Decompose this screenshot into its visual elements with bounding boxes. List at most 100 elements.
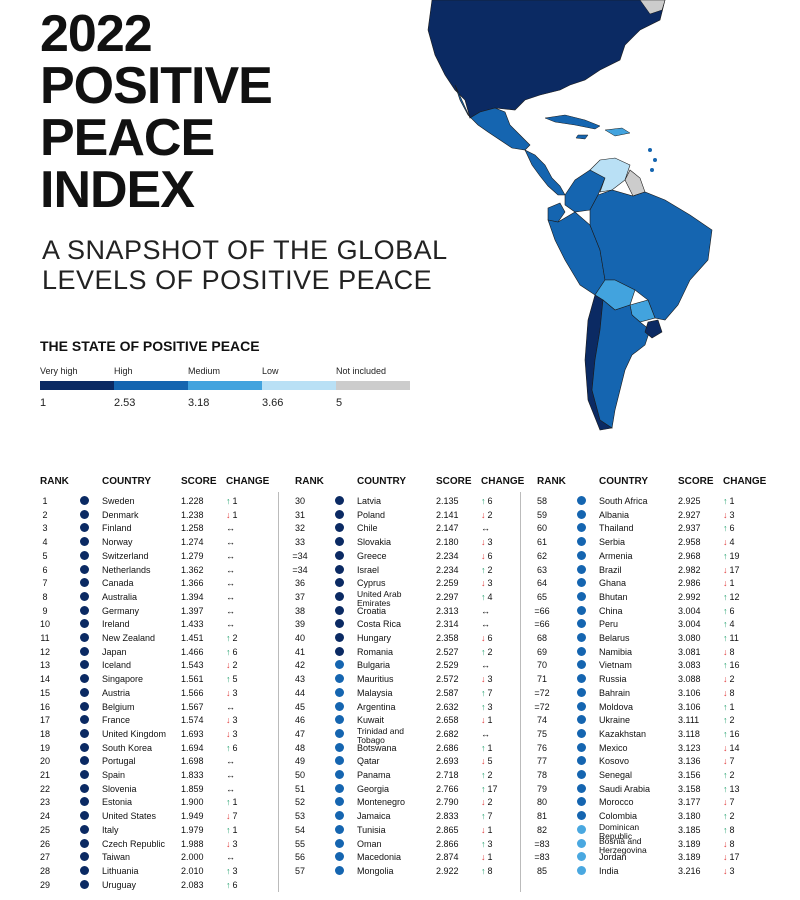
change-same-icon: ↔	[481, 660, 490, 671]
score-cell: 2.958	[678, 537, 701, 548]
legend-value: 2.53	[114, 397, 136, 409]
level-dot	[80, 756, 89, 766]
change-down-icon: ↓	[481, 633, 486, 643]
level-dot	[577, 646, 586, 656]
score-cell: 3.080	[678, 633, 701, 643]
change-value: 3	[729, 865, 735, 876]
table-row: 79 Saudi Arabia 3.158 ↑ 13	[527, 782, 772, 796]
country-cell: Slovenia	[102, 783, 137, 794]
change-cell: ↑ 17	[481, 782, 498, 796]
rank-cell: 4	[42, 537, 48, 548]
table-row: 85 India 3.216 ↓ 3	[527, 864, 772, 878]
level-dot	[577, 523, 586, 533]
level-dot	[335, 838, 344, 848]
country-cell: Qatar	[357, 756, 380, 767]
score-cell: 2.147	[436, 523, 459, 534]
level-dot	[577, 728, 586, 738]
country-cell: New Zealand	[102, 633, 156, 643]
level-dot	[577, 619, 586, 629]
rank-cell: 18	[39, 728, 50, 739]
score-cell: 3.106	[678, 687, 701, 698]
change-same-icon: ↔	[226, 605, 235, 616]
change-cell: ↑ 13	[723, 782, 740, 796]
column-header-rank: RANK	[40, 476, 69, 487]
change-cell: ↓ 1	[226, 508, 238, 522]
score-cell: 3.118	[678, 728, 700, 739]
rank-cell: 11	[40, 633, 50, 643]
title-line: INDEX	[40, 161, 195, 219]
map-jamaica	[575, 134, 589, 140]
country-cell: Colombia	[599, 811, 638, 822]
change-cell: ↓ 1	[481, 850, 493, 864]
change-cell: ↔	[226, 590, 237, 604]
table-row: 41 Romania 2.527 ↑ 2	[285, 645, 530, 659]
table-row: 78 Senegal 3.156 ↑ 2	[527, 768, 772, 782]
change-same-icon: ↔	[226, 701, 235, 712]
score-cell: 2.632	[436, 701, 459, 712]
column-header-country: COUNTRY	[357, 476, 407, 487]
rank-cell: 2	[42, 509, 48, 520]
country-cell: Panama	[357, 770, 391, 780]
change-cell: ↓ 7	[723, 795, 735, 809]
rank-cell: 71	[536, 674, 547, 685]
table-row: 36 Cyprus 2.259 ↓ 3	[285, 576, 530, 590]
change-value: 6	[729, 605, 735, 616]
change-value: 2	[232, 660, 238, 671]
level-dot	[335, 674, 344, 684]
change-up-icon: ↑	[226, 865, 231, 876]
change-cell: ↑ 12	[723, 590, 740, 604]
score-cell: 1.433	[181, 619, 204, 630]
column-header-country: COUNTRY	[599, 476, 649, 487]
change-value: 17	[729, 852, 740, 863]
table-row: 10 Ireland 1.433 ↔	[30, 617, 275, 631]
country-cell: Australia	[102, 591, 138, 602]
level-dot	[335, 770, 344, 779]
column-header-country: COUNTRY	[102, 476, 152, 487]
change-value: 2	[729, 811, 735, 822]
change-down-icon: ↓	[723, 578, 728, 589]
rank-cell: 37	[294, 591, 305, 602]
change-cell: ↓ 8	[723, 645, 735, 659]
country-cell: Kazakhstan	[599, 728, 647, 739]
table-row: 4 Norway 1.274 ↔	[30, 535, 275, 549]
score-cell: 3.216	[678, 865, 701, 876]
country-cell: France	[102, 715, 131, 726]
score-cell: 1.698	[181, 756, 204, 767]
page-subtitle: A SNAPSHOT OF THE GLOBAL LEVELS OF POSIT…	[42, 235, 448, 295]
rank-cell: 45	[294, 701, 305, 712]
level-dot	[80, 564, 89, 574]
change-up-icon: ↑	[481, 687, 486, 698]
score-cell: 1.366	[181, 578, 204, 589]
map-brazil	[589, 189, 713, 321]
map-uruguay	[644, 319, 663, 339]
change-value: 6	[729, 523, 735, 534]
score-cell: 1.979	[181, 824, 204, 835]
country-cell: Estonia	[102, 797, 133, 808]
country-cell: Jordan	[599, 852, 627, 863]
map-island	[648, 148, 652, 152]
change-up-icon: ↑	[723, 824, 728, 835]
change-up-icon: ↑	[226, 797, 231, 808]
change-cell: ↓ 3	[226, 686, 238, 700]
change-up-icon: ↑	[481, 838, 486, 849]
level-dot	[335, 523, 344, 533]
table-row: 30 Latvia 2.135 ↑ 6	[285, 494, 530, 508]
table-row: 11 New Zealand 1.451 ↑ 2	[30, 631, 275, 645]
change-value: 1	[487, 742, 493, 753]
country-cell: Cyprus	[357, 578, 386, 589]
change-up-icon: ↑	[226, 646, 231, 657]
table-row: =72 Bahrain 3.106 ↓ 8	[527, 686, 772, 700]
change-cell: ↑ 16	[723, 658, 740, 672]
score-cell: 2.572	[436, 674, 459, 685]
table-row: 1 Sweden 1.228 ↑ 1	[30, 494, 275, 508]
change-cell: ↑ 5	[226, 672, 238, 686]
table-row: =66 China 3.004 ↑ 6	[527, 604, 772, 618]
change-value: 2	[487, 564, 493, 575]
level-dot	[335, 701, 344, 711]
table-row: 49 Qatar 2.693 ↓ 5	[285, 754, 530, 768]
score-cell: 2.682	[436, 728, 459, 739]
score-cell: 2.527	[436, 646, 459, 657]
table-row: 14 Singapore 1.561 ↑ 5	[30, 672, 275, 686]
table-row: 42 Bulgaria 2.529 ↔	[285, 658, 530, 672]
score-cell: 3.111	[678, 715, 700, 726]
